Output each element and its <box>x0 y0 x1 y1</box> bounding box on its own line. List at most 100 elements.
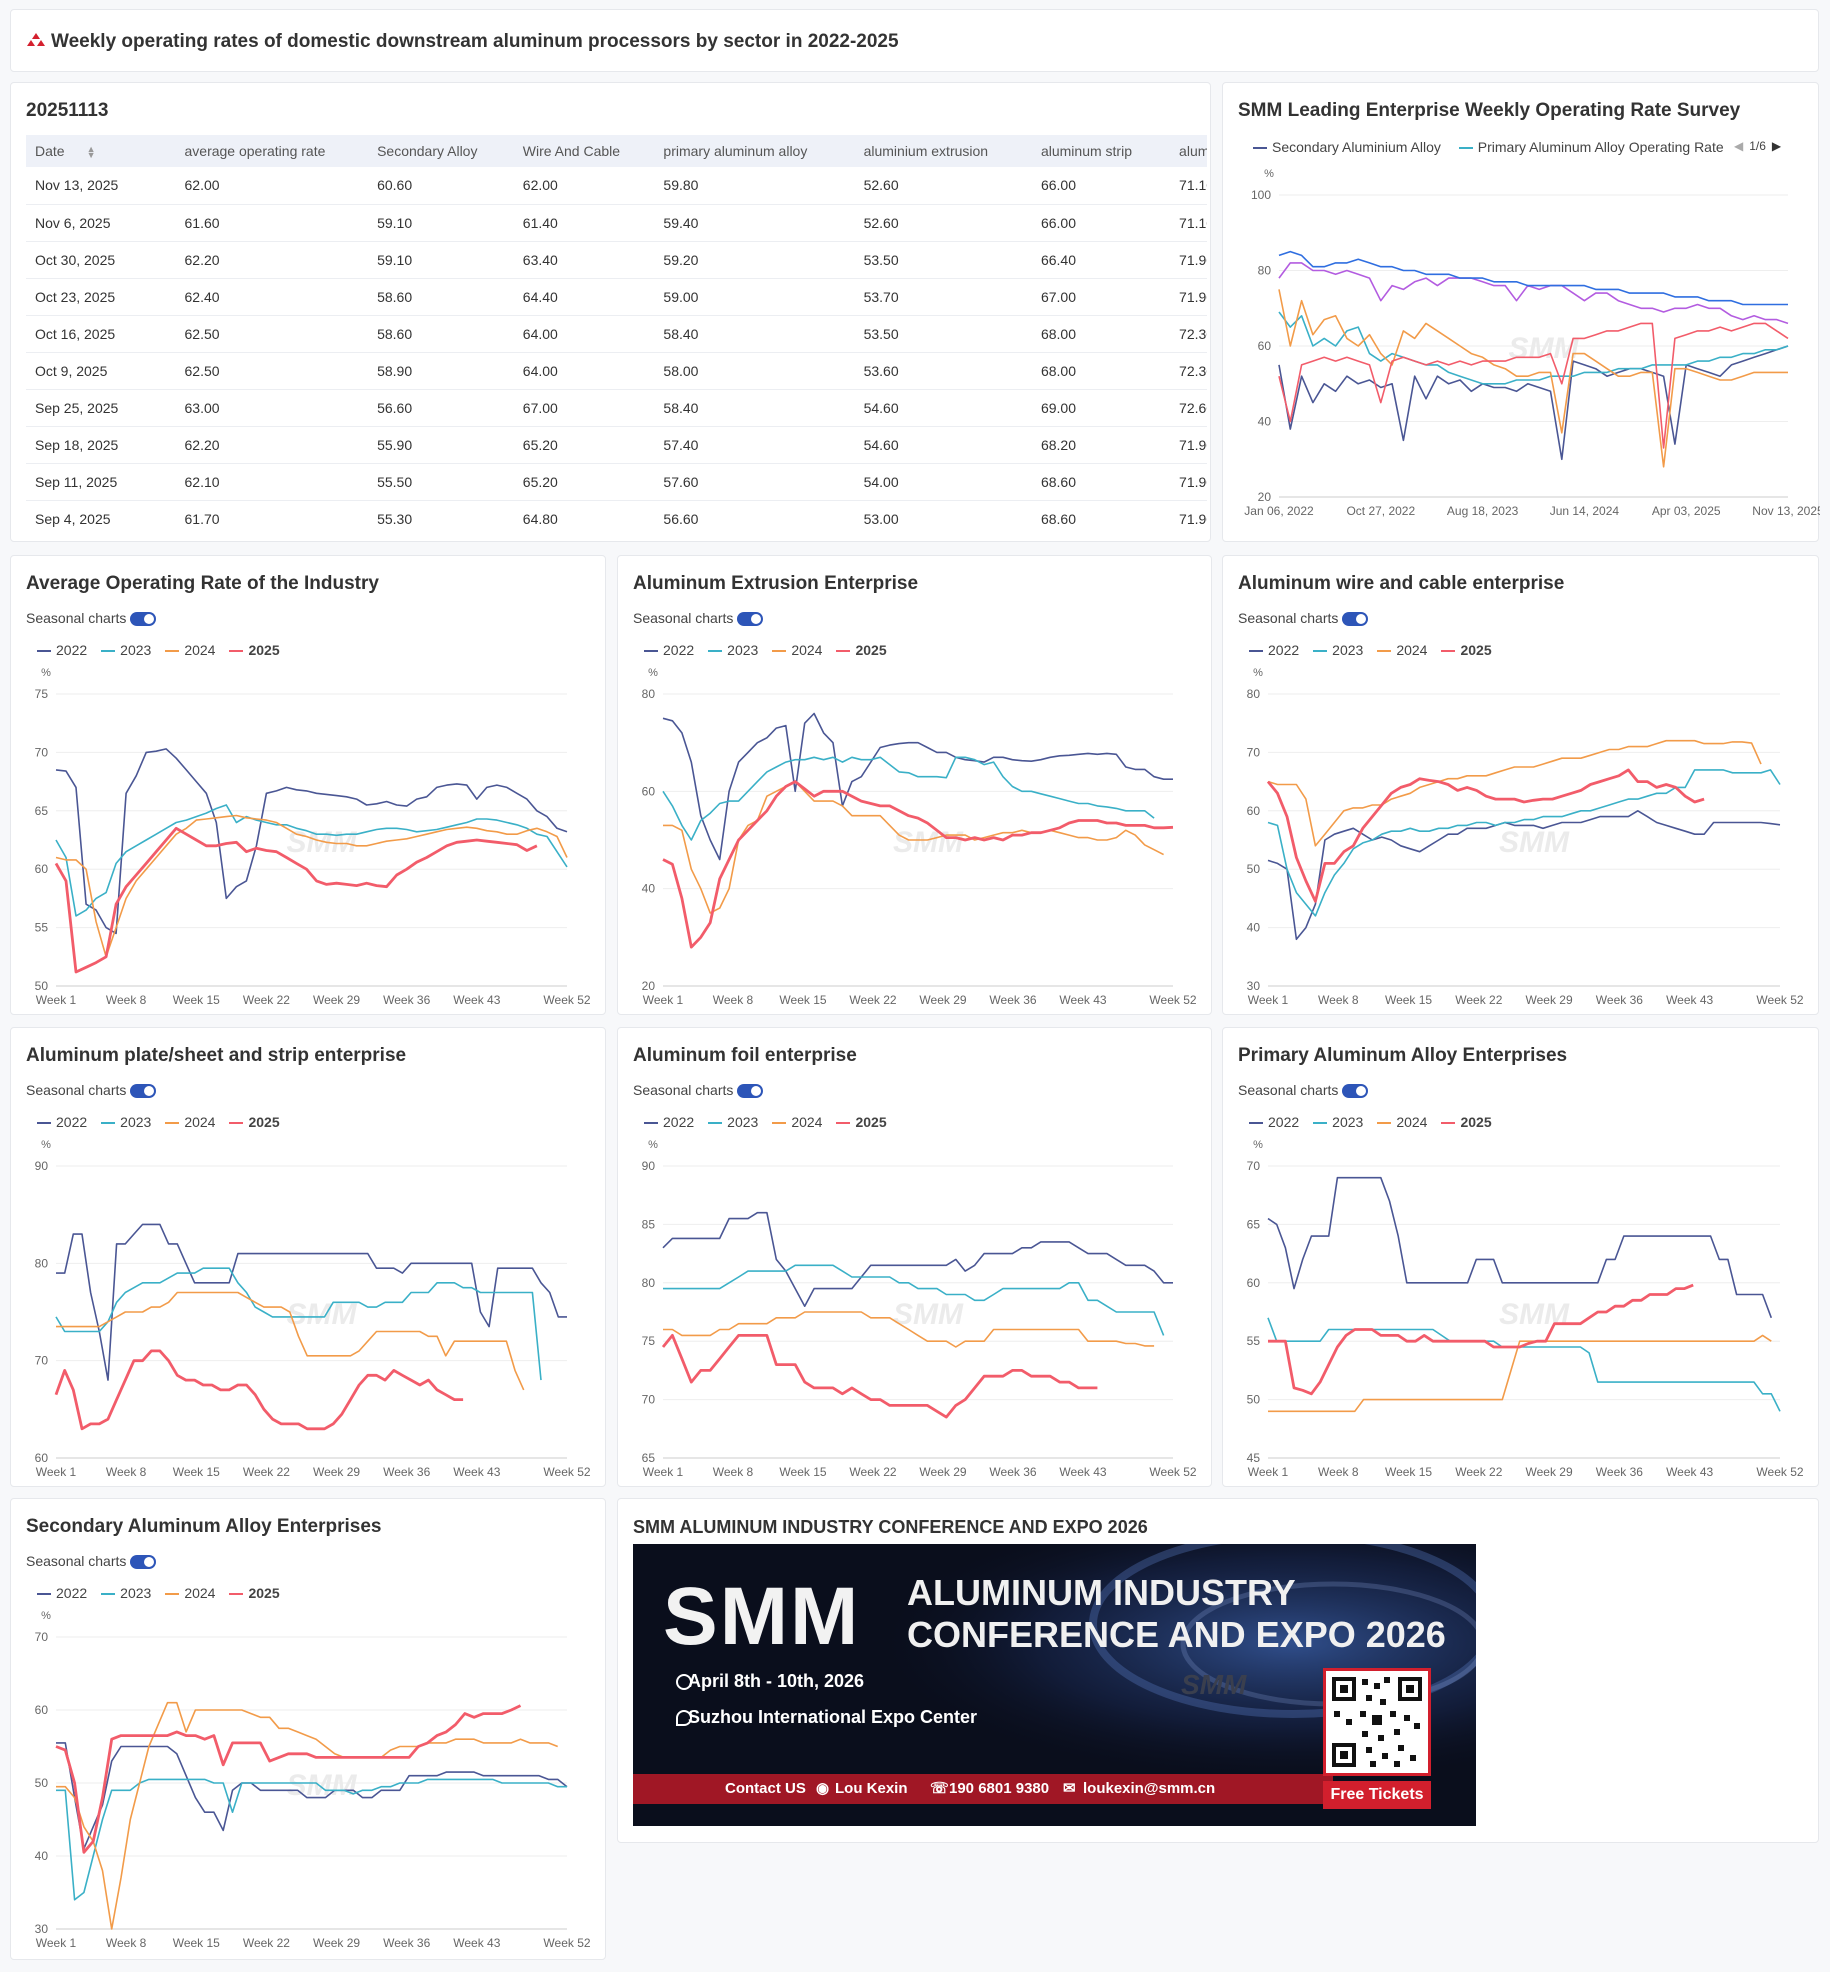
sort-icon[interactable]: ▲ ▼ <box>86 144 96 161</box>
pager-next-icon[interactable]: ▶ <box>1771 139 1782 153</box>
series-line-2025[interactable] <box>1268 1283 1694 1396</box>
seasonal-toggle[interactable] <box>130 1555 157 1570</box>
series-line-2023[interactable] <box>1267 769 1781 917</box>
series-line-2022[interactable] <box>1267 1176 1773 1319</box>
seasonal-label: Seasonal charts <box>26 610 127 626</box>
legend-item-2023[interactable]: 2023 <box>708 642 758 658</box>
series-line-2022[interactable] <box>1267 810 1781 941</box>
table-cell: Oct 23, 2025 <box>26 278 176 316</box>
column-header-label: Date <box>35 143 65 159</box>
series-line-2022[interactable] <box>662 1211 1173 1307</box>
table-cell: 61.70 <box>175 500 369 532</box>
series-line-2023[interactable] <box>662 756 1155 841</box>
legend-swatch <box>1313 650 1328 653</box>
legend-item-2022[interactable]: 2022 <box>1249 1114 1299 1130</box>
series-line-2025[interactable] <box>1266 768 1705 903</box>
x-tick-label: Week 36 <box>383 1465 430 1479</box>
table-cell: 64.00 <box>513 315 655 353</box>
series-line-2022[interactable] <box>662 712 1173 861</box>
x-tick-label: Week 8 <box>106 1465 147 1479</box>
column-header-label: Wire And Cable <box>522 143 621 159</box>
series-line-2025[interactable] <box>54 1349 464 1431</box>
series-line-2025[interactable] <box>662 780 1174 949</box>
table-cell: 65.20 <box>513 463 655 501</box>
legend-item-2022[interactable]: 2022 <box>37 1114 87 1130</box>
legend-item-2024[interactable]: 2024 <box>165 1114 215 1130</box>
legend-item-2024[interactable]: 2024 <box>165 1585 215 1601</box>
series-line-2022[interactable] <box>56 1223 567 1381</box>
seasonal-label: Seasonal charts <box>633 1082 734 1098</box>
legend-item-2022[interactable]: 2022 <box>644 1114 694 1130</box>
legend-item-2023[interactable]: 2023 <box>101 1585 151 1601</box>
seasonal-toggle[interactable] <box>1342 612 1369 627</box>
qr-code[interactable] <box>1323 1668 1431 1776</box>
legend-item-2022[interactable]: 2022 <box>37 642 87 658</box>
y-unit-label: % <box>1253 1139 1263 1151</box>
y-tick-label: 100 <box>1251 188 1271 202</box>
series-line-secondary-aluminium-alloy[interactable] <box>1278 345 1789 461</box>
legend-item-2025[interactable]: 2025 <box>229 1114 280 1130</box>
column-header-date[interactable]: Date ▲ ▼ <box>26 135 176 167</box>
series-line-2024[interactable] <box>1268 1334 1772 1413</box>
table-scroll-area[interactable]: Date ▲ ▼ average operating rate Secondary Al… <box>26 135 1207 532</box>
series-line-wire-and-cable[interactable] <box>1278 322 1789 449</box>
y-tick-label: 65 <box>642 1451 656 1465</box>
series-line-2025[interactable] <box>661 1333 1098 1419</box>
series-line-2024[interactable] <box>663 780 1164 914</box>
legend-item-2025[interactable]: 2025 <box>1441 1114 1492 1130</box>
series-line-2023[interactable] <box>55 804 568 917</box>
legend-item-2022[interactable]: 2022 <box>644 642 694 658</box>
series-line-2024[interactable] <box>56 1701 558 1930</box>
legend-item-secondary-aluminium-alloy[interactable]: Secondary Aluminium Alloy <box>1253 139 1441 155</box>
seasonal-toggle[interactable] <box>1342 1084 1369 1099</box>
legend-item-2023[interactable]: 2023 <box>708 1114 758 1130</box>
legend-item-2024[interactable]: 2024 <box>772 642 822 658</box>
table-cell: 67.00 <box>513 389 655 427</box>
seasonal-toggle[interactable] <box>130 1084 157 1099</box>
series-line-aluminum-extrusion[interactable] <box>1278 289 1788 468</box>
legend-item-2022[interactable]: 2022 <box>37 1585 87 1601</box>
table-row: Sep 4, 2025 61.70 55.30 64.80 56.60 53.00 68.6… <box>26 500 1207 532</box>
legend-item-2025[interactable]: 2025 <box>836 1114 887 1130</box>
table-cell: 59.80 <box>654 167 855 205</box>
legend-item-primary-aluminum-alloy[interactable]: Primary Aluminum Alloy Operating Rate <box>1458 139 1724 155</box>
legend-item-2025[interactable]: 2025 <box>229 1585 280 1601</box>
series-line-aluminum-strip[interactable] <box>1278 262 1789 325</box>
series-line-2025[interactable] <box>54 826 538 974</box>
secondary-line-chart: % 30 40 50 60 70 SMM Week 1 Week 8 Week 15 Week 22… <box>35 1610 591 1950</box>
legend-swatch <box>165 1122 180 1125</box>
legend-item-2023[interactable]: 2023 <box>101 642 151 658</box>
seasonal-toggle[interactable] <box>737 612 764 627</box>
x-tick-label: Aug 18, 2023 <box>1447 504 1519 518</box>
seasonal-toggle[interactable] <box>737 1084 764 1099</box>
series-line-2023[interactable] <box>1267 1317 1781 1412</box>
legend-item-2024[interactable]: 2024 <box>1377 1114 1427 1130</box>
free-tickets-button[interactable]: Free Tickets <box>1323 1781 1431 1809</box>
legend-label: 2022 <box>1268 642 1300 658</box>
legend-item-2024[interactable]: 2024 <box>165 642 215 658</box>
series-line-2024[interactable] <box>56 1291 525 1391</box>
legend-item-2022[interactable]: 2022 <box>1249 642 1299 658</box>
series-line-2022[interactable] <box>55 748 568 935</box>
seasonal-toggle[interactable] <box>130 612 157 627</box>
expo-banner[interactable]: SMM ALUMINUM INDUSTRY CONFERENCE AND EXP… <box>633 1544 1476 1826</box>
series-line-2024[interactable] <box>663 1311 1155 1348</box>
series-line-2025[interactable] <box>55 1704 522 1854</box>
legend-item-2024[interactable]: 2024 <box>772 1114 822 1130</box>
series-line-aluminum-foil[interactable] <box>1278 250 1788 306</box>
series-line-2023[interactable] <box>55 1267 542 1381</box>
legend-item-2023[interactable]: 2023 <box>101 1114 151 1130</box>
series-line-2024[interactable] <box>1267 739 1762 847</box>
legend-item-2024[interactable]: 2024 <box>1377 642 1427 658</box>
legend-item-2025[interactable]: 2025 <box>229 642 280 658</box>
x-tick-label: Week 43 <box>1666 993 1713 1007</box>
series-line-2023[interactable] <box>663 1264 1165 1336</box>
series-line-2024[interactable] <box>55 814 568 958</box>
series-line-2023[interactable] <box>56 1778 567 1901</box>
legend-item-2023[interactable]: 2023 <box>1313 642 1363 658</box>
legend-item-2025[interactable]: 2025 <box>1441 642 1492 658</box>
series-line-2022[interactable] <box>56 1742 568 1850</box>
legend-item-2023[interactable]: 2023 <box>1313 1114 1363 1130</box>
legend-item-2025[interactable]: 2025 <box>836 642 887 658</box>
pager-prev-icon[interactable]: ◀ <box>1734 139 1744 153</box>
